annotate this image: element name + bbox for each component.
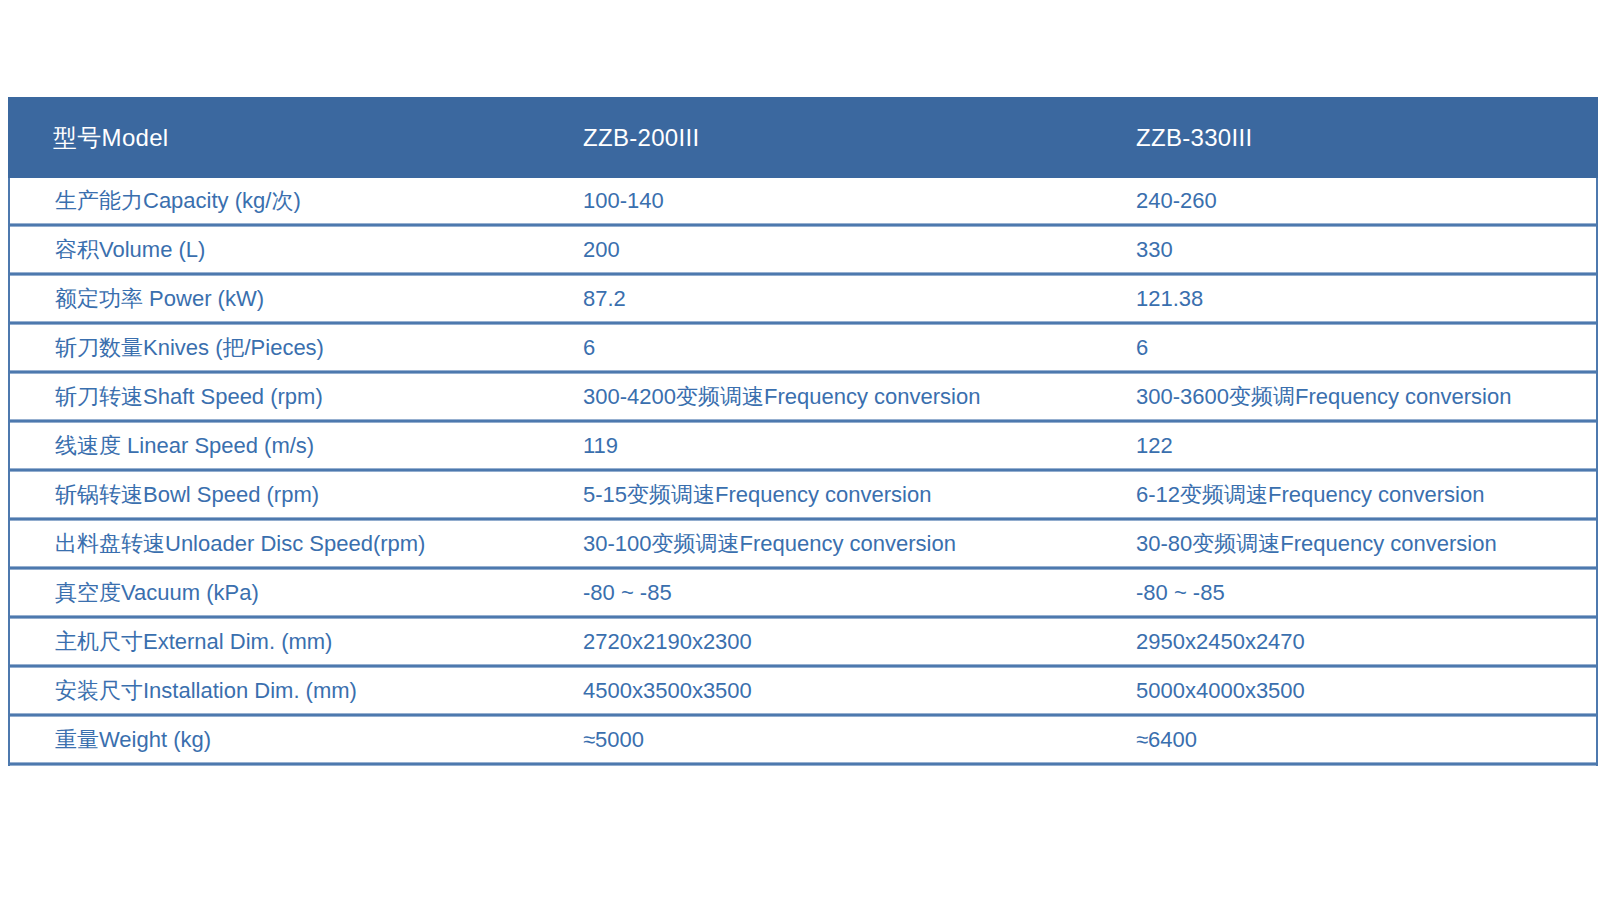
spec-label: 斩锅转速Bowl Speed (rpm)	[10, 480, 583, 510]
spec-label: 线速度 Linear Speed (m/s)	[10, 431, 583, 461]
spec-value-zzb330: 240-260	[1136, 188, 1596, 214]
header-cell-zzb200: ZZB-200III	[583, 124, 1136, 152]
spec-value-zzb200: 119	[583, 433, 1136, 459]
spec-row-installation-dim: 安装尺寸Installation Dim. (mm) 4500x3500x350…	[10, 668, 1596, 713]
spec-row-bowl-speed: 斩锅转速Bowl Speed (rpm) 5-15变频调速Frequency c…	[10, 472, 1596, 517]
spec-value-zzb200: 5-15变频调速Frequency conversion	[583, 480, 1136, 510]
header-cell-model: 型号Model	[8, 122, 583, 154]
table-header-row: 型号Model ZZB-200III ZZB-330III	[8, 97, 1598, 178]
spec-value-zzb200: 300-4200变频调速Frequency conversion	[583, 382, 1136, 412]
header-cell-zzb330: ZZB-330III	[1136, 124, 1598, 152]
spec-value-zzb200: 30-100变频调速Frequency conversion	[583, 529, 1136, 559]
spec-value-zzb200: 200	[583, 237, 1136, 263]
spec-row-unloader-disc-speed: 出料盘转速Unloader Disc Speed(rpm) 30-100变频调速…	[10, 521, 1596, 566]
spec-label: 生产能力Capacity (kg/次)	[10, 186, 583, 216]
spec-label: 出料盘转速Unloader Disc Speed(rpm)	[10, 529, 583, 559]
spec-value-zzb330: 121.38	[1136, 286, 1596, 312]
spec-value-zzb330: 122	[1136, 433, 1596, 459]
spec-value-zzb330: 330	[1136, 237, 1596, 263]
spec-value-zzb330: 2950x2450x2470	[1136, 629, 1596, 655]
spec-table: 型号Model ZZB-200III ZZB-330III 生产能力Capaci…	[8, 97, 1598, 766]
spec-label: 斩刀数量Knives (把/Pieces)	[10, 333, 583, 363]
spec-label: 重量Weight (kg)	[10, 725, 583, 755]
spec-label: 容积Volume (L)	[10, 235, 583, 265]
spec-value-zzb330: ≈6400	[1136, 727, 1596, 753]
spec-value-zzb200: 100-140	[583, 188, 1136, 214]
spec-value-zzb200: 2720x2190x2300	[583, 629, 1136, 655]
spec-value-zzb330: 6	[1136, 335, 1596, 361]
row-divider	[10, 762, 1596, 766]
spec-value-zzb200: 6	[583, 335, 1136, 361]
spec-row-shaft-speed: 斩刀转速Shaft Speed (rpm) 300-4200变频调速Freque…	[10, 374, 1596, 419]
spec-label: 安装尺寸Installation Dim. (mm)	[10, 676, 583, 706]
spec-value-zzb330: 5000x4000x3500	[1136, 678, 1596, 704]
spec-value-zzb330: 30-80变频调速Frequency conversion	[1136, 529, 1596, 559]
spec-row-capacity: 生产能力Capacity (kg/次) 100-140 240-260	[10, 178, 1596, 223]
spec-value-zzb330: 300-3600变频调Frequency conversion	[1136, 382, 1596, 412]
spec-label: 主机尺寸External Dim. (mm)	[10, 627, 583, 657]
spec-value-zzb200: -80 ~ -85	[583, 580, 1136, 606]
spec-row-volume: 容积Volume (L) 200 330	[10, 227, 1596, 272]
spec-value-zzb200: ≈5000	[583, 727, 1136, 753]
spec-value-zzb200: 87.2	[583, 286, 1136, 312]
spec-row-power: 额定功率 Power (kW) 87.2 121.38	[10, 276, 1596, 321]
spec-label: 真空度Vacuum (kPa)	[10, 578, 583, 608]
spec-value-zzb330: 6-12变频调速Frequency conversion	[1136, 480, 1596, 510]
spec-label: 斩刀转速Shaft Speed (rpm)	[10, 382, 583, 412]
table-body: 生产能力Capacity (kg/次) 100-140 240-260 容积Vo…	[8, 178, 1598, 766]
spec-label: 额定功率 Power (kW)	[10, 284, 583, 314]
spec-value-zzb200: 4500x3500x3500	[583, 678, 1136, 704]
spec-row-linear-speed: 线速度 Linear Speed (m/s) 119 122	[10, 423, 1596, 468]
spec-value-zzb330: -80 ~ -85	[1136, 580, 1596, 606]
spec-row-weight: 重量Weight (kg) ≈5000 ≈6400	[10, 717, 1596, 762]
spec-row-vacuum: 真空度Vacuum (kPa) -80 ~ -85 -80 ~ -85	[10, 570, 1596, 615]
spec-row-knives: 斩刀数量Knives (把/Pieces) 6 6	[10, 325, 1596, 370]
spec-row-external-dim: 主机尺寸External Dim. (mm) 2720x2190x2300 29…	[10, 619, 1596, 664]
